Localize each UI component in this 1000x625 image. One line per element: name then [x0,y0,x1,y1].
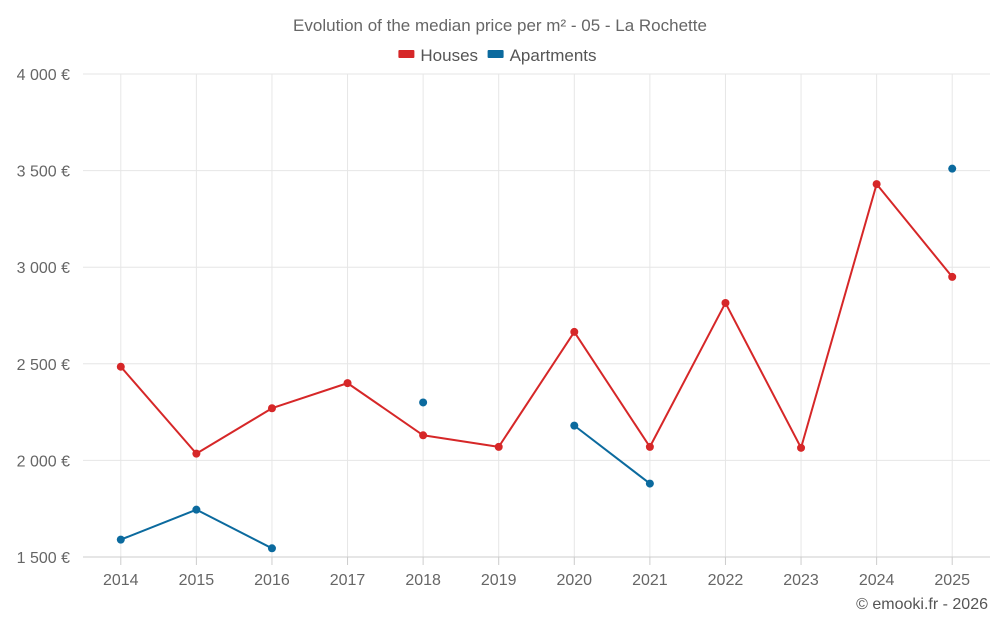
data-point[interactable] [645,442,654,451]
x-tick-label: 2014 [103,572,139,589]
x-tick-label: 2023 [783,572,819,589]
data-point[interactable] [267,544,276,553]
y-tick-label: 1 500 € [17,550,70,567]
y-tick-label: 3 500 € [17,164,70,181]
y-tick-label: 2 500 € [17,357,70,374]
legend-item-houses[interactable]: Houses [398,46,478,65]
credit-text: © emooki.fr - 2026 [856,596,988,613]
data-point[interactable] [494,442,503,451]
data-point[interactable] [116,362,125,371]
data-point[interactable] [570,421,579,430]
axes: 1 500 € 2 000 € 2 500 € 3 000 € 3 500 € 4 000… [17,67,990,589]
legend-label: Houses [420,46,478,65]
legend-label: Apartments [510,46,597,65]
x-tick-label: 2019 [481,572,517,589]
x-tick-label: 2022 [708,572,744,589]
data-point[interactable] [192,505,201,514]
x-tick-label: 2015 [179,572,215,589]
data-point[interactable] [116,535,125,544]
legend-swatch [487,50,504,58]
series-apartments [116,164,957,553]
x-tick-label: 2025 [934,572,970,589]
series-line-segment [573,424,651,485]
legend-swatch [398,50,415,58]
data-point[interactable] [192,449,201,458]
data-point[interactable] [645,479,654,488]
data-point[interactable] [570,327,579,336]
y-tick-label: 2 000 € [17,453,70,470]
data-point[interactable] [797,443,806,452]
x-tick-label: 2018 [405,572,441,589]
data-point[interactable] [343,379,352,388]
data-point[interactable] [872,180,881,189]
data-point[interactable] [948,272,957,281]
x-tick-label: 2017 [330,572,366,589]
x-tick-label: 2020 [556,572,592,589]
data-point[interactable] [948,164,957,173]
y-tick-label: 3 000 € [17,260,70,277]
y-tick-label: 4 000 € [17,67,70,84]
x-tick-label: 2016 [254,572,290,589]
series [116,164,957,553]
x-tick-label: 2021 [632,572,668,589]
data-point[interactable] [419,398,428,407]
x-tick-label: 2024 [859,572,895,589]
data-point[interactable] [419,431,428,440]
legend-item-apartments[interactable]: Apartments [487,46,597,65]
series-line-segment [120,183,953,455]
data-point[interactable] [267,404,276,413]
series-houses [116,180,957,458]
chart-title: Evolution of the median price per m² - 0… [293,16,707,35]
legend[interactable]: Houses Apartments [398,46,597,65]
data-point[interactable] [721,298,730,307]
grid [83,73,990,557]
